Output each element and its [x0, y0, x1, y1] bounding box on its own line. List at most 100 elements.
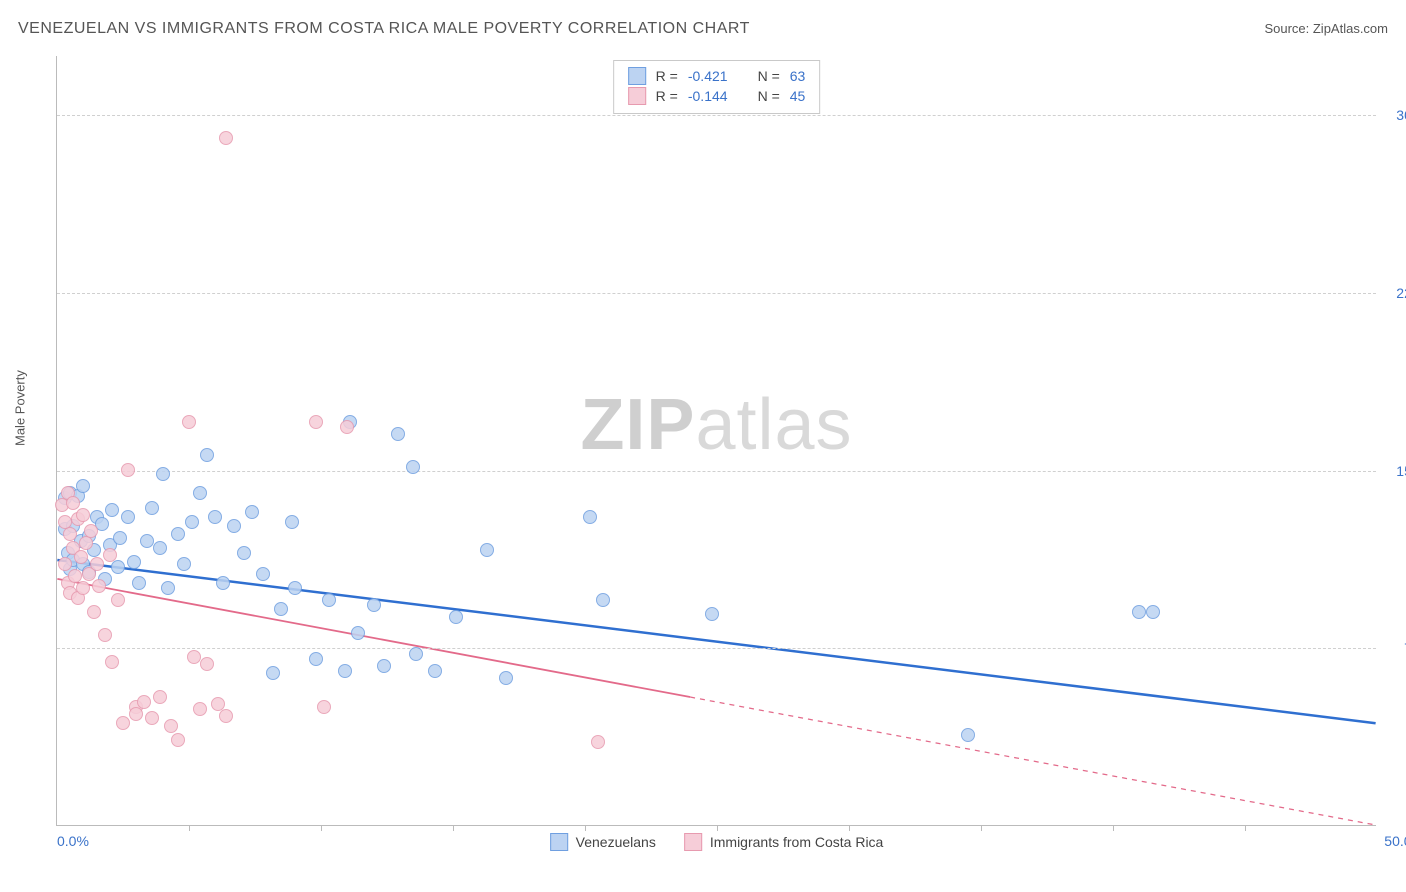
- data-point: [185, 515, 199, 529]
- x-tick-mark: [585, 825, 586, 831]
- y-axis-label: Male Poverty: [13, 370, 28, 446]
- x-tick-origin: 0.0%: [57, 833, 89, 849]
- data-point: [245, 505, 259, 519]
- gridline: [57, 471, 1376, 472]
- legend: Venezuelans Immigrants from Costa Rica: [550, 833, 884, 851]
- data-point: [105, 655, 119, 669]
- x-tick-mark: [981, 825, 982, 831]
- data-point: [1132, 605, 1146, 619]
- data-point: [76, 581, 90, 595]
- data-point: [705, 607, 719, 621]
- data-point: [98, 628, 112, 642]
- data-point: [591, 735, 605, 749]
- chart-title: VENEZUELAN VS IMMIGRANTS FROM COSTA RICA…: [18, 20, 750, 38]
- correlation-stats-box: R = -0.421N = 63R = -0.144N = 45: [613, 60, 821, 114]
- data-point: [367, 598, 381, 612]
- data-point: [377, 659, 391, 673]
- data-point: [237, 546, 251, 560]
- r-label: R =: [656, 88, 678, 104]
- x-tick-mark: [849, 825, 850, 831]
- data-point: [76, 508, 90, 522]
- data-point: [164, 719, 178, 733]
- data-point: [219, 131, 233, 145]
- data-point: [208, 510, 222, 524]
- y-tick-label: 15.0%: [1381, 463, 1406, 479]
- legend-swatch: [684, 833, 702, 851]
- data-point: [84, 524, 98, 538]
- x-tick-max: 50.0%: [1384, 833, 1406, 849]
- data-point: [351, 626, 365, 640]
- legend-label: Venezuelans: [576, 834, 656, 850]
- data-point: [449, 610, 463, 624]
- data-point: [406, 460, 420, 474]
- data-point: [66, 496, 80, 510]
- trend-line: [57, 560, 1375, 723]
- data-point: [596, 593, 610, 607]
- watermark: ZIPatlas: [580, 384, 852, 466]
- legend-swatch: [550, 833, 568, 851]
- data-point: [103, 548, 117, 562]
- data-point: [1146, 605, 1160, 619]
- data-point: [338, 664, 352, 678]
- data-point: [153, 690, 167, 704]
- data-point: [187, 650, 201, 664]
- legend-item: Venezuelans: [550, 833, 656, 851]
- n-value: 45: [790, 88, 806, 104]
- data-point: [161, 581, 175, 595]
- data-point: [219, 709, 233, 723]
- gridline: [57, 648, 1376, 649]
- x-tick-mark: [321, 825, 322, 831]
- stats-row: R = -0.421N = 63: [628, 67, 806, 85]
- data-point: [193, 702, 207, 716]
- data-point: [200, 657, 214, 671]
- data-point: [76, 479, 90, 493]
- watermark-bold: ZIP: [580, 385, 695, 465]
- data-point: [340, 420, 354, 434]
- data-point: [266, 666, 280, 680]
- data-point: [92, 579, 106, 593]
- data-point: [156, 467, 170, 481]
- stats-row: R = -0.144 N = 45: [628, 87, 806, 105]
- data-point: [216, 576, 230, 590]
- data-point: [288, 581, 302, 595]
- legend-swatch: [628, 87, 646, 105]
- data-point: [113, 531, 127, 545]
- legend-label: Immigrants from Costa Rica: [710, 834, 883, 850]
- data-point: [145, 501, 159, 515]
- data-point: [137, 695, 151, 709]
- source-name: ZipAtlas.com: [1313, 21, 1388, 36]
- data-point: [480, 543, 494, 557]
- trend-lines-layer: [57, 56, 1376, 825]
- data-point: [127, 555, 141, 569]
- data-point: [74, 550, 88, 564]
- data-point: [499, 671, 513, 685]
- data-point: [409, 647, 423, 661]
- gridline: [57, 293, 1376, 294]
- x-tick-mark: [1245, 825, 1246, 831]
- data-point: [63, 527, 77, 541]
- data-point: [121, 463, 135, 477]
- data-point: [182, 415, 196, 429]
- watermark-light: atlas: [695, 385, 852, 465]
- y-tick-label: 7.5%: [1381, 640, 1406, 656]
- r-label: R =: [656, 68, 678, 84]
- data-point: [171, 733, 185, 747]
- data-point: [116, 716, 130, 730]
- n-label: N =: [758, 88, 780, 104]
- y-tick-label: 30.0%: [1381, 107, 1406, 123]
- data-point: [391, 427, 405, 441]
- x-tick-mark: [453, 825, 454, 831]
- trend-line: [57, 579, 690, 697]
- data-point: [317, 700, 331, 714]
- data-point: [227, 519, 241, 533]
- data-point: [111, 593, 125, 607]
- n-value: 63: [790, 68, 806, 84]
- legend-swatch: [628, 67, 646, 85]
- data-point: [309, 415, 323, 429]
- source-attribution: Source: ZipAtlas.com: [1264, 21, 1388, 36]
- data-point: [87, 605, 101, 619]
- data-point: [121, 510, 135, 524]
- legend-item: Immigrants from Costa Rica: [684, 833, 883, 851]
- r-value: -0.144: [688, 88, 728, 104]
- data-point: [111, 560, 125, 574]
